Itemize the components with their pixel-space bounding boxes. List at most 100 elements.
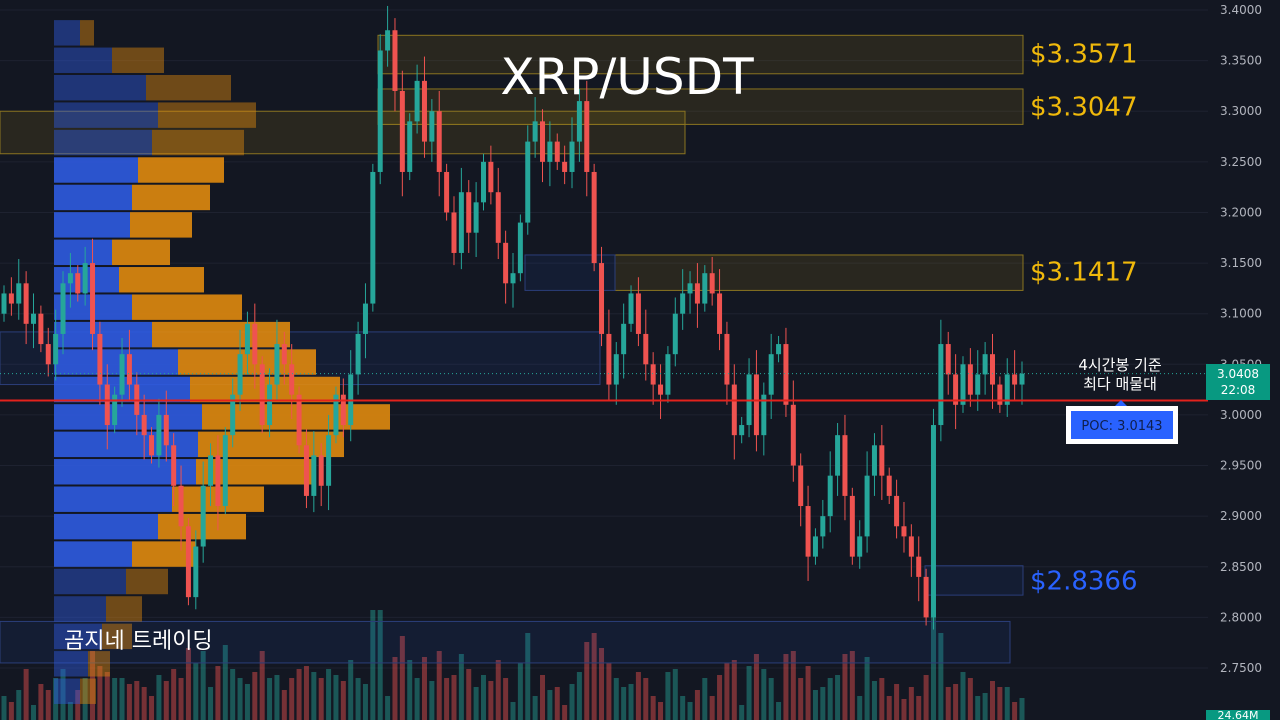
price-level-label: $3.3047 [1030,92,1138,122]
candle [429,111,435,142]
volume-bar [879,678,885,720]
candle [90,263,96,334]
candle [1012,374,1018,385]
volume-bar [562,705,568,720]
candle [370,171,376,304]
profile-buy-bar [54,74,146,101]
candle [488,161,494,193]
volume-bar [650,696,656,720]
axis-tick-label: 3.3500 [1220,54,1262,68]
candle [16,283,22,304]
volume-bar [215,666,221,720]
candle [193,546,199,598]
candle [857,536,863,557]
volume-bar [613,678,619,720]
profile-buy-bar [54,678,80,704]
volume-bar [606,663,612,720]
candle [672,313,678,355]
profile-sell-bar [106,596,142,622]
volume-tag [1206,710,1270,720]
candle [776,344,782,355]
profile-buy-bar [54,404,202,430]
volume-bar [510,702,516,720]
candle [886,475,892,496]
axis-tick-label: 3.1000 [1220,307,1262,321]
axis-tick-label: 2.7500 [1220,661,1262,675]
volume-bar [318,678,324,720]
axis-tick-label: 2.8000 [1220,610,1262,624]
candle [783,344,789,405]
candle [156,414,162,456]
volume-bar [916,696,922,720]
volume-bar [436,651,442,720]
volume-bar [399,636,405,720]
volume-bar [989,681,995,720]
volume-bar [628,684,634,720]
candle [267,384,273,426]
volume-bar [540,675,546,720]
candle [407,121,413,172]
volume-bar [835,675,841,720]
volume-bar [377,610,383,720]
volume-bar [658,702,664,720]
volume-bar [930,610,936,720]
profile-buy-bar [54,102,158,128]
profile-sell-bar [132,541,196,567]
volume-bar [997,687,1003,720]
candle [215,455,221,507]
volume-bar [694,690,700,720]
candle [635,293,641,334]
candle [436,111,442,172]
candle [694,283,700,304]
volume-bar [466,669,472,720]
volume-bar [23,669,29,720]
profile-sell-bar [132,294,242,320]
candle [989,354,995,385]
volume-bar [1019,698,1025,720]
candle [414,80,420,122]
volume-bar [200,651,206,720]
volume-bar [392,657,398,720]
volume-bars [1,610,1025,720]
volume-bar [355,678,361,720]
candle [739,425,745,436]
volume-bar [975,696,981,720]
volume-bar [672,669,678,720]
volume-bar [303,666,309,720]
candle [126,354,132,385]
axis-tick-label: 2.9000 [1220,509,1262,523]
axis-tick-label: 3.2000 [1220,205,1262,219]
candle [827,475,833,517]
profile-sell-bar [152,129,244,156]
profile-sell-bar [112,239,170,266]
candle [761,394,767,436]
candle [709,273,715,294]
candle [495,192,501,243]
candle [119,354,125,395]
volume-bar [798,678,804,720]
candle [171,445,177,486]
profile-buy-bar [54,486,172,512]
volume-bar [731,660,737,720]
volume-bar [480,675,486,720]
volume-bar [90,651,96,720]
candle [208,455,214,486]
volume-bar [274,675,280,720]
volume-bar [495,660,501,720]
candle [702,273,708,304]
profile-buy-bar [54,431,198,458]
candle [60,283,66,334]
volume-bar [67,702,73,720]
candle [244,323,250,355]
volume-bar [75,690,81,720]
candle [385,30,391,51]
profile-buy-bar [54,541,132,567]
volume-bar [702,678,708,720]
candle [724,333,730,385]
volume-bar [945,687,951,720]
axis-tick-label: 2.8500 [1220,560,1262,574]
volume-bar [185,648,191,720]
candle [643,333,649,365]
candle [849,495,855,557]
